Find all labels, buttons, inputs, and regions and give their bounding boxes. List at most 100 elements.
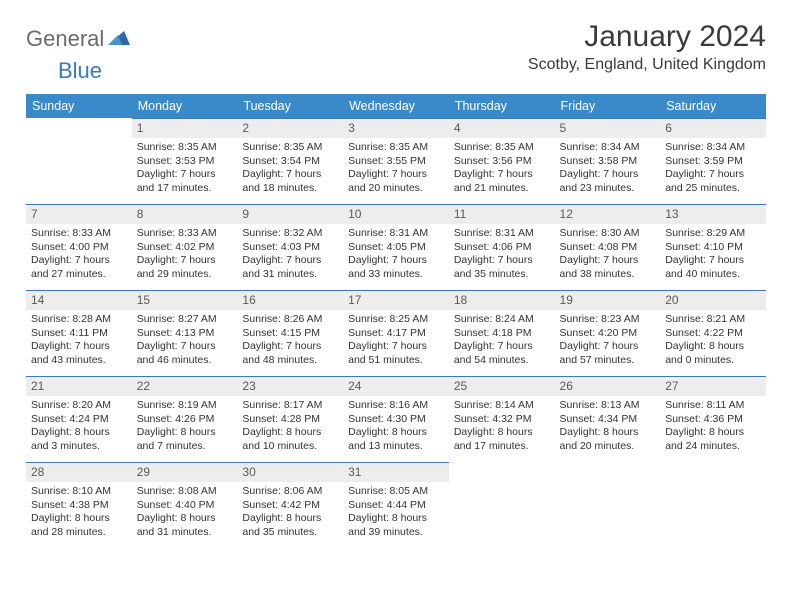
sunrise-line: Sunrise: 8:35 AM	[137, 141, 217, 153]
daylight-line: Daylight: 8 hours and 39 minutes.	[348, 512, 427, 537]
sunset-line: Sunset: 4:38 PM	[31, 499, 109, 511]
sunrise-line: Sunrise: 8:25 AM	[348, 313, 428, 325]
day-number: 9	[237, 204, 343, 224]
sunset-line: Sunset: 4:06 PM	[454, 241, 532, 253]
calendar-cell: 14Sunrise: 8:28 AMSunset: 4:11 PMDayligh…	[26, 290, 132, 376]
calendar-cell: 11Sunrise: 8:31 AMSunset: 4:06 PMDayligh…	[449, 204, 555, 290]
daylight-line: Daylight: 8 hours and 17 minutes.	[454, 426, 533, 451]
daylight-line: Daylight: 8 hours and 31 minutes.	[137, 512, 216, 537]
sunset-line: Sunset: 4:40 PM	[137, 499, 215, 511]
calendar-cell	[26, 118, 132, 204]
calendar-cell: 30Sunrise: 8:06 AMSunset: 4:42 PMDayligh…	[237, 462, 343, 548]
day-number: 29	[132, 462, 238, 482]
day-number: 19	[555, 290, 661, 310]
day-content: Sunrise: 8:23 AMSunset: 4:20 PMDaylight:…	[555, 310, 661, 371]
sunrise-line: Sunrise: 8:21 AM	[665, 313, 745, 325]
day-number: 24	[343, 376, 449, 396]
weekday-header: Tuesday	[237, 94, 343, 118]
sunrise-line: Sunrise: 8:14 AM	[454, 399, 534, 411]
sunset-line: Sunset: 4:28 PM	[242, 413, 320, 425]
sunset-line: Sunset: 4:00 PM	[31, 241, 109, 253]
weekday-header: Thursday	[449, 94, 555, 118]
sunset-line: Sunset: 4:08 PM	[560, 241, 638, 253]
sunrise-line: Sunrise: 8:31 AM	[348, 227, 428, 239]
sunrise-line: Sunrise: 8:06 AM	[242, 485, 322, 497]
sunrise-line: Sunrise: 8:35 AM	[454, 141, 534, 153]
daylight-line: Daylight: 7 hours and 31 minutes.	[242, 254, 321, 279]
sunset-line: Sunset: 4:05 PM	[348, 241, 426, 253]
sunrise-line: Sunrise: 8:19 AM	[137, 399, 217, 411]
day-content: Sunrise: 8:17 AMSunset: 4:28 PMDaylight:…	[237, 396, 343, 457]
day-content: Sunrise: 8:29 AMSunset: 4:10 PMDaylight:…	[660, 224, 766, 285]
calendar-cell: 10Sunrise: 8:31 AMSunset: 4:05 PMDayligh…	[343, 204, 449, 290]
weekday-header: Monday	[132, 94, 238, 118]
day-content: Sunrise: 8:06 AM Sunset: 4:42 PMDaylight:…	[237, 482, 343, 543]
sunset-line: Sunset: 3:56 PM	[454, 155, 532, 167]
sunset-line: Sunset: 4:18 PM	[454, 327, 532, 339]
daylight-line: Daylight: 7 hours and 40 minutes.	[665, 254, 744, 279]
day-number: 16	[237, 290, 343, 310]
sunset-line: Sunset: 4:13 PM	[137, 327, 215, 339]
calendar-cell: 16 Sunrise: 8:26 AM Sunset: 4:15 PMDayligh…	[237, 290, 343, 376]
day-number: 17	[343, 290, 449, 310]
calendar-week: 21Sunrise: 8:20 AMSunset: 4:24 PMDayligh…	[26, 376, 766, 462]
day-number: 31	[343, 462, 449, 482]
day-content: Sunrise: 8:31 AMSunset: 4:06 PMDaylight:…	[449, 224, 555, 285]
daylight-line: Daylight: 7 hours and 57 minutes.	[560, 340, 639, 365]
sunset-line: Sunset: 4:36 PM	[665, 413, 743, 425]
calendar-week: 28Sunrise: 8:10 AMSunset: 4:38 PMDayligh…	[26, 462, 766, 548]
day-content: Sunrise: 8:34 AMSunset: 3:59 PMDaylight:…	[660, 138, 766, 199]
calendar-cell: 12Sunrise: 8:30 AMSunset: 4:08 PMDayligh…	[555, 204, 661, 290]
calendar-week: 1Sunrise: 8:35 AMSunset: 3:53 PMDaylight…	[26, 118, 766, 204]
location: Scotby, England, United Kingdom	[528, 56, 766, 74]
day-content: Sunrise: 8:24 AM Sunset: 4:18 PMDaylight:…	[449, 310, 555, 371]
day-content: Sunrise: 8:14 AMSunset: 4:32 PMDaylight:…	[449, 396, 555, 457]
weekday-header: Saturday	[660, 94, 766, 118]
daylight-line: Daylight: 7 hours and 54 minutes.	[454, 340, 533, 365]
day-content: Sunrise: 8:16 AMSunset: 4:30 PMDaylight:…	[343, 396, 449, 457]
day-content: Sunrise: 8:10 AMSunset: 4:38 PMDaylight:…	[26, 482, 132, 543]
sunset-line: Sunset: 3:58 PM	[560, 155, 638, 167]
calendar-cell: 9 Sunrise: 8:32 AM Sunset: 4:03 PMDaylight…	[237, 204, 343, 290]
daylight-line: Daylight: 8 hours and 3 minutes.	[31, 426, 110, 451]
day-content: Sunrise: 8:21 AMSunset: 4:22 PMDaylight:…	[660, 310, 766, 371]
daylight-line: Daylight: 8 hours and 0 minutes.	[665, 340, 744, 365]
sunset-line: Sunset: 4:03 PM	[242, 241, 320, 253]
day-number: 6	[660, 118, 766, 138]
day-number: 10	[343, 204, 449, 224]
sunrise-line: Sunrise: 8:31 AM	[454, 227, 534, 239]
day-number: 21	[26, 376, 132, 396]
calendar-week: 7Sunrise: 8:33 AMSunset: 4:00 PMDaylight…	[26, 204, 766, 290]
daylight-line: Daylight: 8 hours and 35 minutes.	[242, 512, 321, 537]
sunset-line: Sunset: 4:42 PM	[242, 499, 320, 511]
daylight-line: Daylight: 7 hours and 17 minutes.	[137, 168, 216, 193]
sunrise-line: Sunrise: 8:16 AM	[348, 399, 428, 411]
day-content: Sunrise: 8:32 AM Sunset: 4:03 PMDaylight:…	[237, 224, 343, 285]
day-number: 1	[132, 118, 238, 138]
sunset-line: Sunset: 3:59 PM	[665, 155, 743, 167]
sunrise-line: Sunrise: 8:05 AM	[348, 485, 428, 497]
daylight-line: Daylight: 7 hours and 48 minutes.	[242, 340, 321, 365]
daylight-line: Daylight: 8 hours and 24 minutes.	[665, 426, 744, 451]
daylight-line: Daylight: 8 hours and 28 minutes.	[31, 512, 110, 537]
day-content: Sunrise: 8:35 AMSunset: 3:53 PMDaylight:…	[132, 138, 238, 199]
day-number: 23	[237, 376, 343, 396]
calendar-cell: 25Sunrise: 8:14 AMSunset: 4:32 PMDayligh…	[449, 376, 555, 462]
logo-text-general: General	[26, 26, 104, 52]
day-content: Sunrise: 8:19 AMSunset: 4:26 PMDaylight:…	[132, 396, 238, 457]
day-content: Sunrise: 8:33 AMSunset: 4:00 PMDaylight:…	[26, 224, 132, 285]
sunrise-line: Sunrise: 8:32 AM	[242, 227, 322, 239]
calendar-cell: 3Sunrise: 8:35 AMSunset: 3:55 PMDaylight…	[343, 118, 449, 204]
sunset-line: Sunset: 4:15 PM	[242, 327, 320, 339]
calendar-cell: 28Sunrise: 8:10 AMSunset: 4:38 PMDayligh…	[26, 462, 132, 548]
day-number: 26	[555, 376, 661, 396]
calendar-cell: 18Sunrise: 8:24 AMSunset: 4:18 PMDayligh…	[449, 290, 555, 376]
sunrise-line: Sunrise: 8:33 AM	[31, 227, 111, 239]
calendar-cell: 5Sunrise: 8:34 AMSunset: 3:58 PMDaylight…	[555, 118, 661, 204]
sunset-line: Sunset: 4:26 PM	[137, 413, 215, 425]
daylight-line: Daylight: 8 hours and 20 minutes.	[560, 426, 639, 451]
sunrise-line: Sunrise: 8:24 AM	[454, 313, 534, 325]
calendar-table: SundayMondayTuesdayWednesdayThursdayFrid…	[26, 94, 766, 548]
sunrise-line: Sunrise: 8:26 AM	[242, 313, 322, 325]
calendar-cell: 4Sunrise: 8:35 AMSunset: 3:56 PMDaylight…	[449, 118, 555, 204]
